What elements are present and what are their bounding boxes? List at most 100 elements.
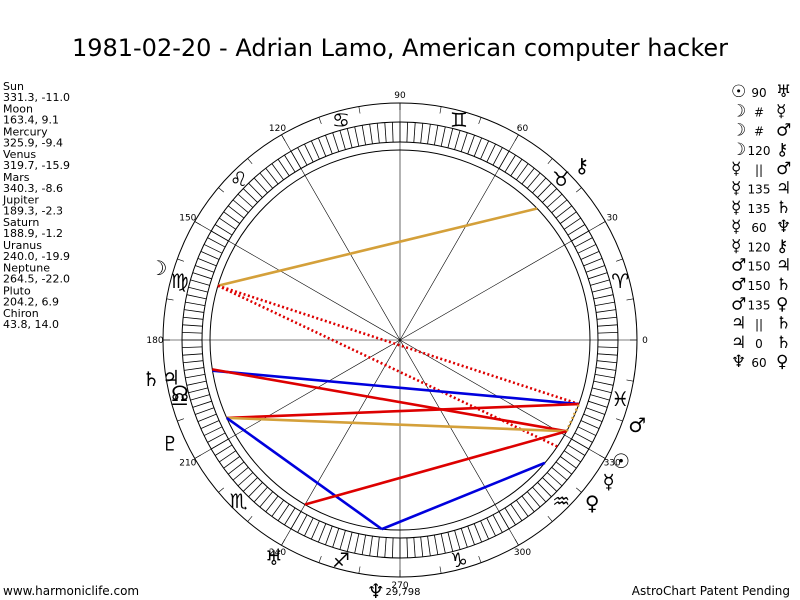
degree-tick xyxy=(516,163,529,181)
house-spoke xyxy=(399,339,519,546)
degree-tick xyxy=(521,495,535,513)
planet-name-moon: Moon xyxy=(3,103,33,116)
aspect-line-moon-chiron xyxy=(217,207,538,287)
outer-tick xyxy=(478,556,482,563)
degree-tick xyxy=(567,444,586,456)
degree-tick xyxy=(460,528,468,548)
planet-name-uranus: Uranus xyxy=(3,239,42,252)
outer-tick xyxy=(247,515,253,522)
aspect-value: 135 xyxy=(748,202,771,216)
degree-tick xyxy=(551,466,568,481)
planet-coords-saturn: 188.9, -1.2 xyxy=(3,227,63,240)
degree-tick xyxy=(284,507,296,526)
degree-tick xyxy=(369,124,373,144)
outer-tick xyxy=(281,134,286,141)
aspect-value: || xyxy=(755,318,763,332)
outer-tick xyxy=(177,418,184,422)
degree-tick xyxy=(546,472,563,487)
degree-tick xyxy=(219,217,237,230)
north-node-icon: ☊ xyxy=(171,381,189,405)
aspect-planet2-icon: ♃ xyxy=(776,179,791,199)
degree-tick xyxy=(440,533,446,554)
aspect-planet2-icon: ♄ xyxy=(776,314,791,334)
outer-tick xyxy=(177,258,184,262)
zodiac-sign-icon: ♋ xyxy=(332,108,350,132)
house-spoke xyxy=(281,339,401,546)
degree-label: 90 xyxy=(394,91,406,101)
degree-tick xyxy=(559,211,577,224)
degree-tick xyxy=(185,373,206,379)
aspect-line-moon-mercury xyxy=(217,284,558,448)
degree-tick xyxy=(596,360,617,364)
outer-tick xyxy=(626,298,634,301)
degree-tick xyxy=(567,224,586,236)
aspect-value: # xyxy=(754,105,764,119)
planet-mercury-icon: ☿ xyxy=(603,469,615,493)
aspect-planet1-icon: ♃ xyxy=(731,314,746,334)
degree-tick xyxy=(200,250,220,260)
aspect-planet2-icon: ♂ xyxy=(776,159,791,179)
degree-tick xyxy=(185,301,206,307)
degree-tick xyxy=(420,123,424,144)
planet-name-chiron: Chiron xyxy=(3,307,39,320)
degree-tick xyxy=(186,294,207,300)
degree-tick xyxy=(391,122,394,143)
degree-label: 0 xyxy=(642,336,648,346)
planet-coords-mars: 340.3, -8.6 xyxy=(3,182,63,195)
degree-tick xyxy=(197,413,217,423)
degree-tick xyxy=(433,534,439,555)
planet-jupiter-icon: ♃ xyxy=(162,365,180,389)
degree-tick xyxy=(200,420,220,430)
degree-tick xyxy=(391,537,394,558)
degree-tick xyxy=(361,534,367,555)
aspect-planet1-icon: ♂ xyxy=(731,294,746,314)
degree-tick xyxy=(467,135,475,155)
degree-tick xyxy=(304,143,314,163)
planet-name-saturn: Saturn xyxy=(3,216,39,229)
degree-tick xyxy=(597,324,618,327)
footer-right: AstroChart Patent Pending xyxy=(632,584,790,598)
planet-coords-neptune: 264.5, -22.0 xyxy=(3,273,70,286)
degree-tick xyxy=(594,373,615,379)
aspect-list: ☉ 90 ♅☽ # ☿☽ # ♂☽ 120 ⚷☿ || ♂☿ 135 ♃☿ 135 ♄☿ 60 ♆☿ 120 ⚷♂ 1… xyxy=(731,82,791,372)
degree-tick xyxy=(433,125,439,146)
aspect-planet2-icon: ♄ xyxy=(776,333,791,353)
degree-tick xyxy=(510,159,523,177)
degree-label: 150 xyxy=(179,214,196,224)
degree-tick xyxy=(563,217,581,230)
degree-tick xyxy=(592,387,612,394)
degree-tick xyxy=(588,272,608,280)
zodiac-sign-icon: ♓ xyxy=(611,387,629,411)
degree-tick xyxy=(182,324,203,327)
zodiac-sign-icon: ♒ xyxy=(552,489,570,513)
aspect-value: 120 xyxy=(748,240,771,254)
degree-tick xyxy=(413,122,416,143)
degree-tick xyxy=(454,130,461,150)
degree-tick xyxy=(325,525,333,545)
planet-neptune-icon: ♆ xyxy=(367,579,385,600)
aspect-line-uranus-sun xyxy=(304,429,568,506)
degree-tick xyxy=(555,205,573,219)
planet-coords-sun: 331.3, -11.0 xyxy=(3,91,70,104)
degree-tick xyxy=(447,128,454,148)
degree-tick xyxy=(188,387,208,394)
planet-coords-uranus: 240.0, -19.9 xyxy=(3,250,70,263)
degree-tick xyxy=(248,182,263,198)
outer-tick xyxy=(194,454,201,459)
degree-tick xyxy=(580,250,600,260)
degree-tick xyxy=(297,147,308,166)
degree-ticks xyxy=(182,122,618,558)
chart-title: 1981-02-20 - Adrian Lamo, American compu… xyxy=(72,34,728,62)
aspect-planet1-icon: ♆ xyxy=(731,352,746,372)
aspect-planet1-icon: ☿ xyxy=(731,159,741,179)
degree-tick xyxy=(577,426,597,436)
outer-tick xyxy=(547,158,553,165)
aspect-planet1-icon: ☽ xyxy=(731,140,746,160)
degree-tick xyxy=(192,272,212,280)
degree-tick xyxy=(467,525,475,545)
outer-tick xyxy=(599,221,606,226)
aspect-planet1-icon: ☿ xyxy=(731,236,741,256)
degree-tick xyxy=(510,503,523,521)
degree-tick xyxy=(184,309,204,313)
degree-label: 210 xyxy=(179,459,196,469)
